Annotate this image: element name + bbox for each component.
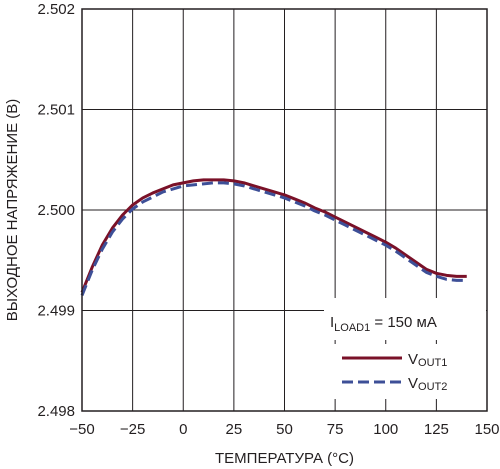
legend-label-vout1: VOUT1 xyxy=(408,351,447,369)
legend-label-vout2-sub: OUT2 xyxy=(418,381,447,393)
plot-frame xyxy=(81,8,488,412)
x-tick-label: −25 xyxy=(120,421,145,438)
legend-label-vout2-main: V xyxy=(408,375,418,392)
y-tick-label: 2.501 xyxy=(37,102,75,119)
annotation-box xyxy=(324,298,486,340)
legend-label-vout2: VOUT2 xyxy=(408,375,447,393)
x-tick-labels: −50 −25 0 25 50 75 100 125 150 xyxy=(69,421,499,438)
series-line-out1 xyxy=(80,178,467,293)
series-layer xyxy=(80,178,467,296)
x-tick-label: 75 xyxy=(327,421,344,438)
series-line-out2 xyxy=(80,181,467,296)
annotation-subscript: LOAD1 xyxy=(334,322,370,334)
x-tick-label: −50 xyxy=(69,421,94,438)
x-tick-label: 0 xyxy=(179,421,187,438)
legend-box xyxy=(333,344,486,399)
y-tick-label: 2.502 xyxy=(37,1,75,18)
annotation-suffix: = 150 мА xyxy=(370,314,437,331)
legend-label-vout1-sub: OUT1 xyxy=(418,357,447,369)
y-axis-label: ВЫХОДНОЕ НАПРЯЖЕНИЕ (В) xyxy=(4,99,21,322)
x-tick-label: 125 xyxy=(424,421,449,438)
annotation-load-current: ILOAD1 = 150 мА xyxy=(330,314,437,334)
legend-label-vout1-main: V xyxy=(408,351,418,368)
y-tick-labels: 2.498 2.499 2.500 2.501 2.502 xyxy=(37,1,75,420)
x-tick-label: 150 xyxy=(474,421,499,438)
x-tick-label: 25 xyxy=(226,421,243,438)
y-tick-label: 2.500 xyxy=(37,202,75,219)
x-tick-label: 50 xyxy=(276,421,293,438)
x-axis-label: ТЕМПЕРАТУРА (°C) xyxy=(215,450,354,467)
x-tick-label: 100 xyxy=(373,421,398,438)
y-tick-label: 2.499 xyxy=(37,303,75,320)
y-tick-label: 2.498 xyxy=(37,403,75,420)
annotation-prefix: I xyxy=(330,314,334,331)
